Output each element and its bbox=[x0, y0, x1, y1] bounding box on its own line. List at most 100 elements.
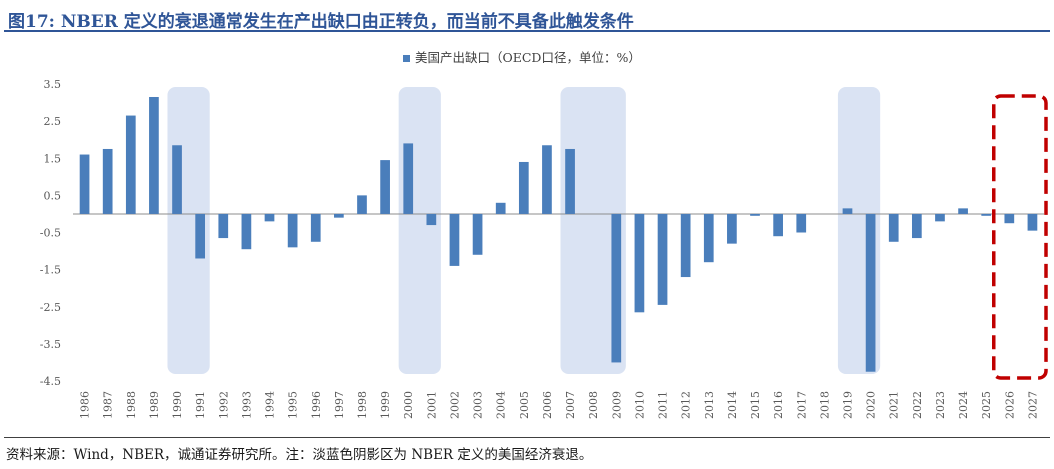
bar-2027 bbox=[1027, 213, 1038, 231]
x-tick-label: 2027 bbox=[1026, 391, 1039, 419]
legend-swatch bbox=[403, 55, 410, 62]
y-tick-label: 3.5 bbox=[44, 78, 62, 91]
bar-2022 bbox=[911, 213, 922, 239]
x-tick-label: 1998 bbox=[356, 391, 369, 419]
chart-title: 图17: NBER 定义的衰退通常发生在产出缺口由正转负，而当前不具备此触发条件 bbox=[8, 12, 634, 32]
x-tick-label: 1986 bbox=[79, 391, 92, 419]
bar-chart: 美国产出缺口（OECD口径，单位：%） 3.5 2.5 1.5 0.5 -0.5 -1.5 -… bbox=[40, 50, 1048, 419]
x-tick-label: 2025 bbox=[980, 391, 993, 419]
bar-2011 bbox=[657, 213, 668, 305]
x-tick-label: 2006 bbox=[541, 391, 554, 419]
bar-2023 bbox=[935, 213, 945, 222]
x-tick-label: 2005 bbox=[518, 391, 531, 419]
bar-2006 bbox=[542, 145, 552, 214]
x-tick-label: 2000 bbox=[402, 391, 415, 419]
x-tick-label: 2010 bbox=[633, 391, 646, 419]
bar-1986 bbox=[79, 154, 90, 214]
footer-divider bbox=[4, 437, 1050, 438]
legend-label: 美国产出缺口（OECD口径，单位：%） bbox=[415, 50, 641, 65]
x-tick-label: 2009 bbox=[610, 391, 623, 419]
x-tick-label: 1992 bbox=[217, 391, 230, 419]
bar-2007 bbox=[565, 148, 575, 214]
x-tick-label: 2014 bbox=[726, 391, 739, 419]
recession-shade bbox=[560, 87, 626, 374]
bar-1999 bbox=[380, 160, 390, 214]
bar-1987 bbox=[102, 148, 113, 214]
x-tick-label: 2001 bbox=[425, 391, 438, 419]
bar-2017 bbox=[796, 213, 807, 233]
bar-1995 bbox=[287, 213, 298, 248]
x-tick-label: 2012 bbox=[680, 391, 693, 419]
bar-1990 bbox=[172, 145, 182, 214]
bar-2014 bbox=[727, 213, 737, 244]
x-tick-label: 1989 bbox=[148, 391, 161, 419]
bar-2012 bbox=[680, 213, 691, 278]
x-tick-label: 1999 bbox=[379, 391, 392, 419]
bar-2010 bbox=[634, 213, 645, 313]
bar-2024 bbox=[958, 208, 968, 214]
recession-shade bbox=[398, 87, 441, 374]
y-tick-label: -4.5 bbox=[40, 375, 61, 388]
y-tick-label: 0.5 bbox=[44, 189, 62, 202]
x-tick-label: 2023 bbox=[934, 391, 947, 419]
x-tick-label: 2002 bbox=[448, 391, 461, 419]
x-tick-label: 2004 bbox=[495, 391, 508, 419]
x-tick-label: 2013 bbox=[703, 391, 716, 419]
x-tick-label: 1997 bbox=[333, 391, 346, 419]
bar-2021 bbox=[888, 213, 899, 242]
bar-2013 bbox=[703, 213, 714, 263]
x-tick-label: 2016 bbox=[772, 391, 785, 419]
bar-2005 bbox=[518, 161, 529, 214]
bar-2020 bbox=[865, 213, 876, 372]
bar-1996 bbox=[310, 213, 321, 242]
y-tick-label: -0.5 bbox=[40, 227, 61, 240]
x-tick-label: 1990 bbox=[171, 391, 184, 419]
x-tick-label: 1988 bbox=[125, 391, 138, 419]
y-tick-label: -3.5 bbox=[40, 338, 61, 351]
x-tick-label: 1996 bbox=[310, 391, 323, 419]
x-tick-label: 2021 bbox=[888, 391, 901, 419]
bar-1998 bbox=[357, 195, 367, 214]
bar-1992 bbox=[218, 213, 229, 239]
x-tick-label: 2019 bbox=[841, 391, 854, 419]
bar-2019 bbox=[842, 208, 853, 214]
title-bar: 图17: NBER 定义的衰退通常发生在产出缺口由正转负，而当前不具备此触发条件 bbox=[4, 2, 1050, 32]
x-tick-label: 2020 bbox=[865, 391, 878, 419]
x-tick-label: 2024 bbox=[957, 391, 970, 419]
x-tick-label: 2017 bbox=[795, 391, 808, 419]
x-tick-label: 1987 bbox=[102, 391, 115, 419]
x-tick-label: 1991 bbox=[194, 391, 207, 419]
bar-2016 bbox=[773, 213, 783, 237]
bar-1989 bbox=[149, 96, 159, 214]
bar-2004 bbox=[495, 202, 506, 214]
x-tick-label: 2022 bbox=[911, 391, 924, 419]
y-tick-label: -2.5 bbox=[40, 301, 61, 314]
bar-1988 bbox=[125, 115, 136, 214]
bar-1997 bbox=[334, 213, 344, 218]
y-tick-label: 2.5 bbox=[44, 115, 62, 128]
y-tick-label: -1.5 bbox=[40, 264, 61, 277]
x-tick-label: 2026 bbox=[1003, 391, 1016, 419]
x-tick-label: 2011 bbox=[657, 391, 670, 419]
bar-2002 bbox=[449, 213, 460, 266]
bar-2009 bbox=[611, 213, 622, 363]
bar-2003 bbox=[472, 213, 483, 255]
y-tick-label: 1.5 bbox=[44, 152, 62, 165]
bar-1993 bbox=[241, 213, 252, 250]
x-tick-label: 1995 bbox=[287, 391, 300, 419]
forecast-highlight-box bbox=[992, 94, 1048, 380]
bar-2025 bbox=[981, 213, 992, 216]
x-tick-label: 2008 bbox=[587, 391, 600, 419]
x-tick-label: 1993 bbox=[240, 391, 253, 419]
bar-2001 bbox=[426, 213, 437, 226]
x-tick-label: 2003 bbox=[472, 391, 485, 419]
bar-2026 bbox=[1004, 213, 1015, 224]
x-tick-label: 2018 bbox=[818, 391, 831, 419]
x-tick-label: 1994 bbox=[264, 391, 277, 419]
bar-2015 bbox=[750, 213, 760, 216]
bar-1994 bbox=[264, 213, 275, 222]
x-tick-label: 2007 bbox=[564, 391, 577, 419]
source-note: 资料来源：Wind，NBER，诚通证券研究所。注：淡蓝色阴影区为 NBER 定义… bbox=[6, 447, 593, 463]
bar-2000 bbox=[403, 143, 414, 214]
bar-1991 bbox=[195, 213, 206, 259]
